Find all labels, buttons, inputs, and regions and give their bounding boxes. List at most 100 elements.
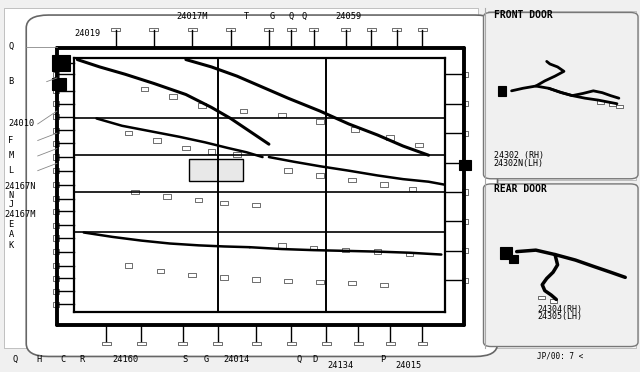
Bar <box>252 203 260 207</box>
Bar <box>53 101 60 106</box>
Bar <box>462 131 468 136</box>
Bar <box>550 299 557 303</box>
Bar <box>497 86 506 96</box>
Bar <box>53 196 60 201</box>
Text: REAR DOOR: REAR DOOR <box>493 184 547 194</box>
Bar <box>226 28 235 31</box>
Text: K: K <box>8 241 13 250</box>
Bar <box>233 152 241 157</box>
Bar <box>252 278 260 282</box>
Bar <box>409 187 417 191</box>
Text: 24017M: 24017M <box>177 12 208 21</box>
Bar <box>386 342 395 346</box>
Bar <box>351 127 359 132</box>
Text: 24167M: 24167M <box>4 210 35 219</box>
Text: G: G <box>269 12 275 21</box>
Bar <box>264 28 273 31</box>
Bar <box>415 143 423 147</box>
Bar <box>125 263 132 268</box>
Bar <box>309 28 318 31</box>
Text: J: J <box>8 201 13 209</box>
Bar <box>616 105 623 109</box>
Bar <box>348 178 356 182</box>
Bar <box>278 243 285 247</box>
Bar <box>4 8 478 348</box>
Bar <box>278 113 285 117</box>
Text: FRONT DOOR: FRONT DOOR <box>493 10 552 20</box>
Bar <box>52 55 70 71</box>
Bar <box>53 154 60 160</box>
Bar <box>316 119 324 124</box>
Text: Q: Q <box>301 12 307 21</box>
Text: 24302N(LH): 24302N(LH) <box>493 159 544 168</box>
Bar <box>287 28 296 31</box>
Bar <box>374 249 381 254</box>
Text: P: P <box>380 355 385 363</box>
Text: 24019: 24019 <box>74 29 100 38</box>
Text: D: D <box>312 355 317 363</box>
Bar <box>316 280 324 284</box>
Bar <box>102 342 111 346</box>
Bar <box>53 276 60 281</box>
Bar <box>53 114 60 119</box>
Bar <box>157 269 164 273</box>
Text: T: T <box>244 12 249 21</box>
Bar <box>509 254 518 263</box>
Text: 24014: 24014 <box>224 355 250 363</box>
Bar <box>111 28 120 31</box>
Bar <box>462 189 468 195</box>
Bar <box>462 278 468 283</box>
Text: Q: Q <box>12 355 17 363</box>
Bar <box>53 209 60 214</box>
Bar <box>53 168 60 173</box>
Text: F: F <box>8 136 13 145</box>
Bar <box>53 72 60 77</box>
Bar <box>53 302 60 307</box>
Bar <box>53 249 60 254</box>
Bar <box>188 28 196 31</box>
FancyBboxPatch shape <box>483 13 638 179</box>
Text: R: R <box>80 355 85 363</box>
Bar <box>460 160 470 170</box>
Text: Q: Q <box>289 12 294 21</box>
Text: Q: Q <box>8 42 13 51</box>
Bar <box>392 28 401 31</box>
Text: 24305(LH): 24305(LH) <box>537 312 582 321</box>
Bar <box>53 289 60 294</box>
Bar <box>597 100 604 104</box>
Bar <box>53 263 60 268</box>
Bar <box>220 201 228 205</box>
Bar <box>488 183 636 348</box>
Bar <box>348 281 356 285</box>
Text: A: A <box>8 230 13 239</box>
Text: 24010: 24010 <box>8 119 35 128</box>
Text: JP/00: 7 <: JP/00: 7 < <box>537 351 584 360</box>
Bar <box>284 279 292 283</box>
Bar <box>195 198 202 202</box>
Bar <box>380 182 388 187</box>
Bar <box>418 28 427 31</box>
Bar <box>252 342 260 346</box>
Bar <box>538 296 545 299</box>
Bar <box>316 173 324 178</box>
Bar <box>53 222 60 228</box>
Text: N: N <box>8 191 13 200</box>
Bar <box>341 28 350 31</box>
Bar <box>52 78 66 90</box>
Bar <box>462 248 468 253</box>
Bar <box>342 248 349 252</box>
Bar <box>220 275 228 280</box>
Bar <box>141 87 148 91</box>
Text: 24134: 24134 <box>327 360 353 369</box>
Bar <box>380 282 388 287</box>
Text: Q: Q <box>297 355 302 363</box>
Bar <box>354 342 363 346</box>
Bar <box>609 103 616 106</box>
Bar <box>137 342 146 346</box>
Text: M: M <box>8 151 13 160</box>
Bar <box>418 342 427 346</box>
Bar <box>284 169 292 173</box>
Bar <box>500 247 511 259</box>
Text: G: G <box>204 355 209 363</box>
Text: C: C <box>61 355 66 363</box>
